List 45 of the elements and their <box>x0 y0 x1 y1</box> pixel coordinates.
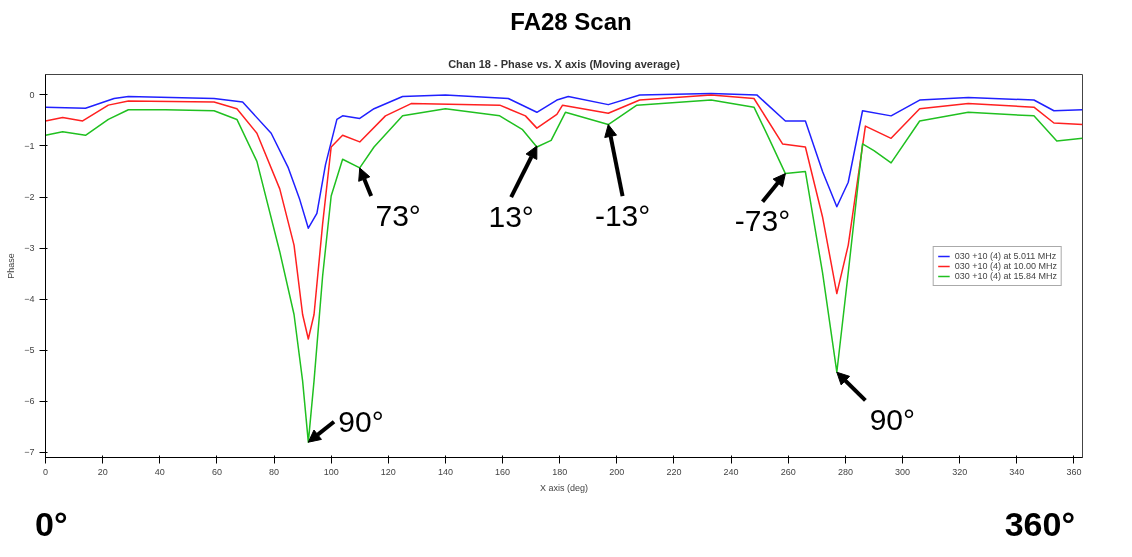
line-series <box>45 94 1083 340</box>
y-tick-label: 0 <box>29 89 35 100</box>
y-tick-label: −5 <box>24 345 35 356</box>
annotation: -73° <box>734 204 791 238</box>
x-tick-label: 20 <box>97 466 108 477</box>
text: 0° <box>35 504 68 545</box>
line-series <box>45 99 1083 443</box>
x-tick-label: 340 <box>1009 466 1025 477</box>
x-tick-label: 220 <box>666 466 682 477</box>
text: 360° <box>1004 504 1075 545</box>
x-tick-label: 160 <box>495 466 511 477</box>
annotation: 90° <box>869 402 916 436</box>
annotation: 13° <box>488 199 534 233</box>
chart-title: FA28 Scan <box>510 7 632 37</box>
y-tick-label: −4 <box>24 294 35 305</box>
annotation: -13° <box>594 198 651 232</box>
x-tick-label: 140 <box>437 466 453 477</box>
x-tick-label: 300 <box>895 466 911 477</box>
annotation: 73° <box>375 198 421 232</box>
legend-label: 030 +10 (4) at 15.84 MHz <box>954 270 1057 281</box>
legend-label: 030 +10 (4) at 10.00 MHz <box>954 260 1057 271</box>
x-tick-label: 100 <box>323 466 339 477</box>
x-tick-label: 360 <box>1066 466 1082 477</box>
y-tick-label: −1 <box>24 140 35 151</box>
x-tick-label: 240 <box>723 466 739 477</box>
y-tick-label: −7 <box>24 447 35 458</box>
x-tick-label: 200 <box>609 466 625 477</box>
x-tick-label: 40 <box>154 466 165 477</box>
legend-label: 030 +10 (4) at 5.011 MHz <box>954 250 1057 261</box>
x-tick-label: 80 <box>269 466 280 477</box>
y-tick-label: −6 <box>24 396 35 407</box>
x-tick-label: 0 <box>43 466 49 477</box>
annotation: 90° <box>338 405 384 439</box>
chart-subtitle: Chan 18 - Phase vs. X axis (Moving average) <box>448 57 681 70</box>
x-tick-label: 280 <box>837 466 853 477</box>
x-tick-label: 320 <box>952 466 968 477</box>
x-tick-label: 60 <box>211 466 222 477</box>
y-axis-title: Phase <box>6 253 17 279</box>
x-axis-title: X axis (deg) <box>539 482 589 493</box>
x-tick-label: 180 <box>552 466 568 477</box>
x-tick-label: 260 <box>780 466 796 477</box>
line-series <box>45 92 1083 229</box>
y-tick-label: −3 <box>24 243 35 254</box>
x-tick-label: 120 <box>380 466 396 477</box>
y-tick-label: −2 <box>24 192 35 203</box>
